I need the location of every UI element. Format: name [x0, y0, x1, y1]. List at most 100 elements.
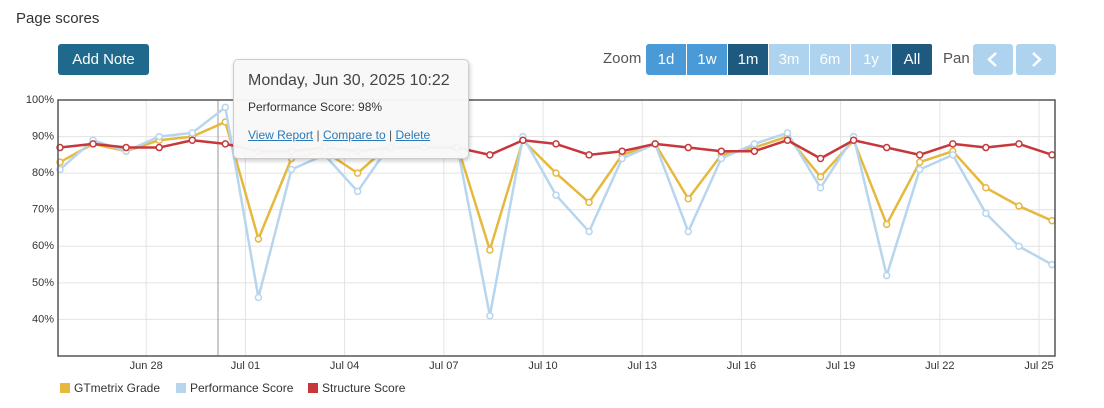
data-point — [353, 169, 362, 177]
data-point — [618, 147, 626, 155]
data-point — [287, 165, 296, 174]
y-tick-label: 50% — [32, 277, 54, 289]
tooltip-links: View Report | Compare to | Delete — [248, 128, 454, 142]
data-point — [915, 158, 924, 166]
zoom-button: 1y — [851, 44, 891, 75]
zoom-label: Zoom — [603, 50, 642, 67]
data-point — [684, 143, 693, 152]
data-point — [221, 103, 230, 112]
pan-label: Pan — [943, 50, 970, 67]
data-point — [915, 165, 924, 174]
data-point — [750, 140, 759, 148]
tooltip: Monday, Jun 30, 2025 10:22 Performance S… — [233, 59, 469, 159]
chevron-left — [987, 52, 997, 67]
zoom-button: 3m — [769, 44, 809, 75]
x-tick-label: Jul 16 — [727, 360, 756, 372]
data-point — [783, 129, 792, 137]
data-point — [684, 194, 693, 203]
compare-link[interactable]: Compare to — [322, 128, 386, 142]
pan-right[interactable] — [1016, 44, 1056, 75]
x-tick-label: Jul 07 — [429, 360, 458, 372]
x-tick-label: Jun 28 — [130, 360, 163, 372]
data-point — [188, 136, 197, 144]
data-point — [585, 227, 593, 236]
data-point — [122, 143, 130, 152]
data-point — [618, 154, 626, 163]
data-point — [486, 246, 494, 254]
data-point — [89, 140, 97, 148]
separator: | — [389, 128, 393, 142]
data-point — [585, 151, 593, 159]
tooltip-date: Monday, Jun 30, 2025 10:22 — [248, 72, 450, 89]
data-point — [651, 140, 659, 148]
x-tick-label: Jul 25 — [1024, 360, 1053, 372]
y-tick-label: 90% — [32, 130, 54, 142]
data-point — [353, 187, 362, 196]
data-point — [1015, 140, 1023, 148]
data-point — [254, 235, 263, 243]
data-point — [750, 147, 759, 155]
data-point — [982, 209, 990, 218]
data-point — [1015, 242, 1023, 251]
legend-swatch — [176, 383, 186, 393]
legend-label: Structure Score — [322, 381, 406, 395]
data-point — [1048, 216, 1056, 225]
y-tick-label: 100% — [26, 94, 54, 106]
data-point — [221, 140, 230, 148]
plot-border — [57, 99, 1056, 357]
data-point — [585, 198, 593, 207]
legend-label: GTmetrix Grade — [74, 381, 160, 395]
x-tick-label: Jul 04 — [330, 360, 359, 372]
data-point — [949, 140, 957, 148]
data-point — [915, 151, 924, 159]
data-point — [882, 143, 891, 152]
zoom-button[interactable]: 1w — [687, 44, 727, 75]
y-tick-label: 80% — [32, 167, 54, 179]
pan-left[interactable] — [973, 44, 1013, 75]
plot-background — [58, 100, 1055, 356]
data-point — [1048, 151, 1056, 159]
legend-swatch — [308, 383, 318, 393]
data-point — [519, 136, 527, 144]
chevron-right — [1032, 52, 1042, 67]
data-point — [188, 129, 197, 137]
x-tick-label: Jul 01 — [231, 360, 260, 372]
data-point — [254, 293, 263, 302]
delete-link[interactable]: Delete — [395, 128, 431, 142]
add-note-button[interactable]: Add Note — [58, 44, 149, 75]
y-tick-label: 40% — [32, 313, 54, 325]
data-point — [155, 143, 163, 152]
zoom-group: 1d 1w 1m 3m 6m 1y All — [646, 44, 933, 75]
view-report-link[interactable]: View Report — [248, 128, 314, 142]
data-point — [1048, 260, 1056, 269]
data-point — [816, 173, 825, 181]
y-tick-label: 60% — [32, 240, 54, 252]
data-point — [717, 147, 726, 155]
data-point — [717, 154, 726, 163]
data-point — [552, 140, 560, 148]
zoom-button[interactable]: 1d — [646, 44, 686, 75]
data-point — [552, 191, 560, 199]
x-tick-label: Jul 19 — [826, 360, 855, 372]
data-point — [486, 151, 494, 159]
tooltip-text: Performance Score: 98% — [248, 100, 383, 114]
data-point — [882, 220, 891, 229]
data-point — [684, 227, 693, 236]
legend-swatch — [60, 383, 70, 393]
data-point — [155, 132, 163, 141]
x-tick-label: Jul 22 — [925, 360, 954, 372]
zoom-button[interactable]: 1m — [728, 44, 768, 75]
page-title: Page scores — [16, 10, 100, 27]
data-point — [949, 151, 957, 159]
zoom-button[interactable]: All — [892, 44, 932, 75]
data-point — [552, 169, 560, 177]
data-point — [816, 184, 825, 192]
data-point — [849, 136, 858, 144]
data-point — [486, 312, 494, 320]
y-tick-label: 70% — [32, 204, 54, 216]
data-point — [882, 271, 891, 280]
x-tick-label: Jul 10 — [528, 360, 557, 372]
data-point — [982, 184, 990, 192]
